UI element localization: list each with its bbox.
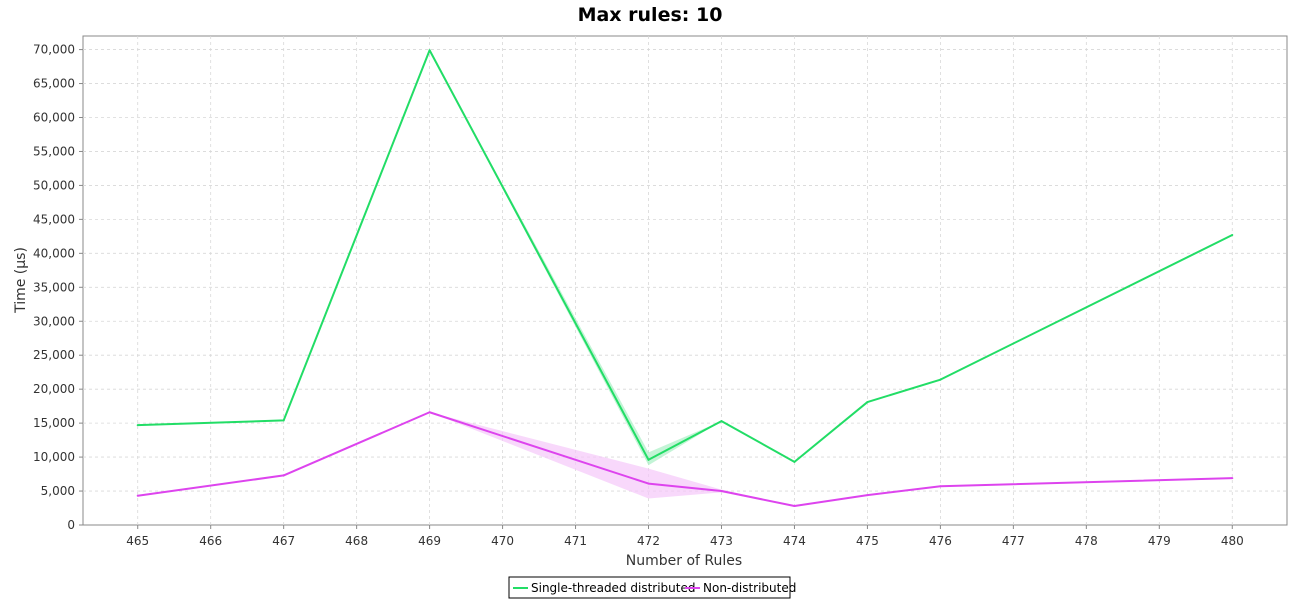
legend-label-non-distributed: Non-distributed (703, 581, 796, 595)
x-tick-label: 473 (710, 534, 733, 548)
x-tick-label: 472 (637, 534, 660, 548)
x-tick-label: 469 (418, 534, 441, 548)
x-tick-label: 476 (929, 534, 952, 548)
y-tick-label: 25,000 (33, 348, 75, 362)
x-tick-label: 479 (1148, 534, 1171, 548)
y-tick-label: 40,000 (33, 246, 75, 260)
data-point (428, 411, 431, 414)
x-tick-label: 480 (1221, 534, 1244, 548)
data-point (647, 458, 650, 461)
y-tick-label: 65,000 (33, 77, 75, 91)
data-point (720, 420, 723, 423)
data-point (1231, 233, 1234, 236)
plot-area (82, 35, 1288, 526)
y-tick-label: 50,000 (33, 178, 75, 192)
legend-box (508, 576, 791, 599)
data-point (720, 490, 723, 493)
x-tick-label: 474 (783, 534, 806, 548)
grid-lines (83, 36, 1287, 525)
x-tick-label: 465 (126, 534, 149, 548)
x-tick-label: 470 (491, 534, 514, 548)
legend-label-single-threaded: Single-threaded distributed (531, 581, 695, 595)
y-tick-label: 15,000 (33, 416, 75, 430)
x-tick-label: 471 (564, 534, 587, 548)
y-tick-label: 20,000 (33, 382, 75, 396)
data-point (136, 494, 139, 497)
y-axis: 0 5,000 10,000 15,000 20,000 25,000 30,000 35,0… (33, 43, 83, 532)
y-tick-label: 5,000 (41, 484, 75, 498)
y-tick-label: 45,000 (33, 212, 75, 226)
x-tick-label: 475 (856, 534, 879, 548)
data-point (939, 378, 942, 381)
data-point (428, 49, 431, 52)
y-tick-label: 10,000 (33, 450, 75, 464)
x-tick-label: 477 (1002, 534, 1025, 548)
x-tick-label: 468 (345, 534, 368, 548)
series-lines (136, 49, 1234, 507)
chart-title: Max rules: 10 (578, 4, 723, 26)
data-point (939, 485, 942, 488)
x-tick-label: 467 (272, 534, 295, 548)
data-point (866, 494, 869, 497)
data-point (1231, 477, 1234, 480)
x-tick-label: 478 (1075, 534, 1098, 548)
data-point (793, 460, 796, 463)
y-tick-label: 70,000 (33, 43, 75, 57)
data-point (793, 504, 796, 507)
y-tick-label: 55,000 (33, 144, 75, 158)
data-point (282, 419, 285, 422)
legend: Single-threaded distributed Non-distribu… (508, 576, 796, 599)
y-tick-label: 60,000 (33, 111, 75, 125)
y-axis-label: Time (µs) (13, 247, 29, 314)
y-tick-label: 35,000 (33, 280, 75, 294)
x-axis: 465 466 467 468 469 470 471 472 473 474 475 476 477 4… (126, 525, 1244, 548)
data-point (136, 424, 139, 427)
data-point (282, 474, 285, 477)
x-tick-label: 466 (199, 534, 222, 548)
y-tick-label: 0 (67, 518, 75, 532)
y-tick-label: 30,000 (33, 314, 75, 328)
data-point (647, 482, 650, 485)
x-axis-label: Number of Rules (626, 553, 742, 569)
data-point (866, 401, 869, 404)
